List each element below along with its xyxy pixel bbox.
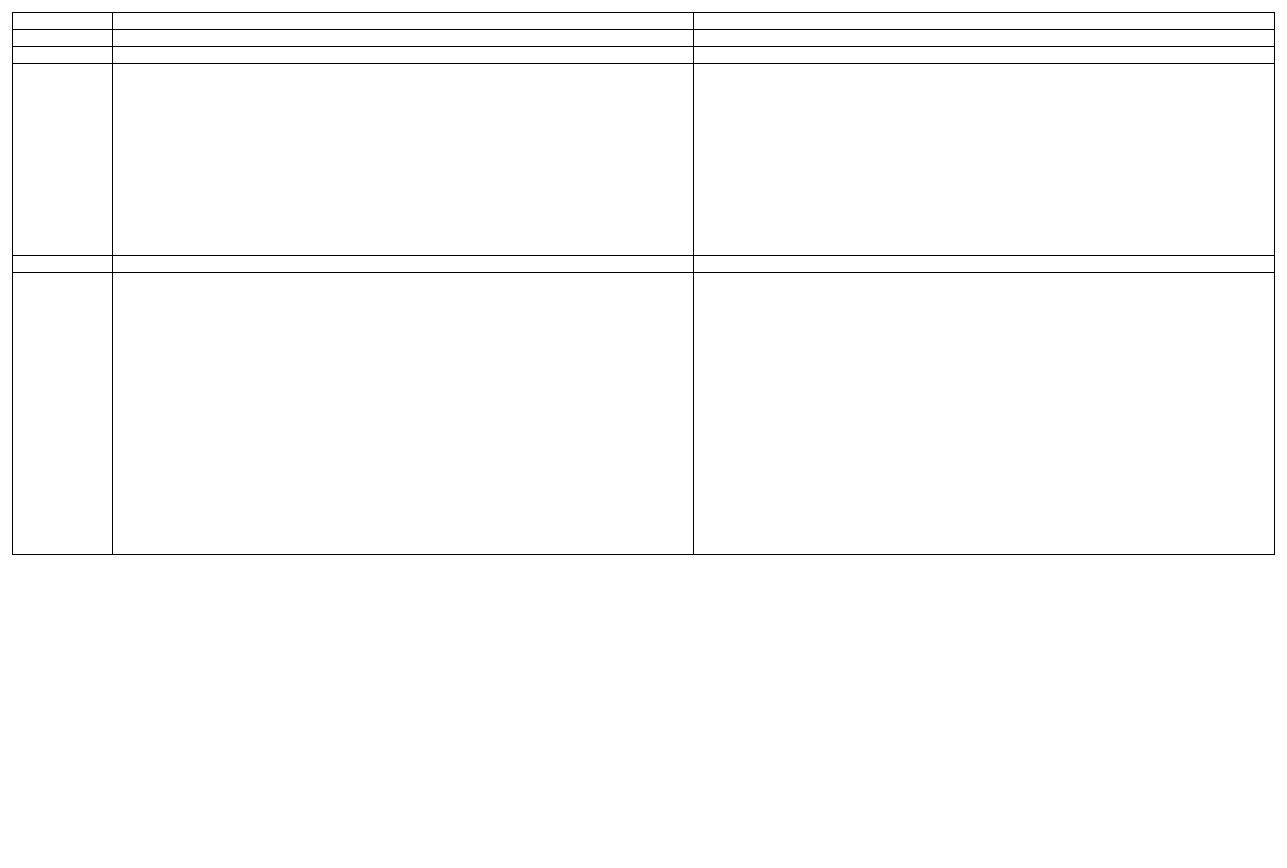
- model-shallow-row: [13, 64, 1275, 256]
- theorem-row: [13, 30, 1275, 47]
- row-label-model-shallow: [13, 64, 113, 256]
- mlp-formula-deep: [113, 256, 694, 273]
- mlp-shallow-diagram-cell: [113, 64, 694, 256]
- kan-shallow-diagram-cell: [694, 64, 1275, 256]
- formula-deep-row: [13, 256, 1275, 273]
- model-deep-row: [13, 273, 1275, 555]
- header-row: [13, 13, 1275, 30]
- row-label-formula-shallow: [13, 47, 113, 64]
- kan-shallow-svg: [704, 72, 1264, 247]
- row-label-formula-deep: [13, 256, 113, 273]
- kan-deep-svg: [704, 281, 1264, 546]
- col-header-kan: [694, 13, 1275, 30]
- mlp-deep-diagram-cell: [113, 273, 694, 555]
- col-header-mlp: [113, 13, 694, 30]
- kan-formula-shallow: [694, 47, 1275, 64]
- mlp-formula-shallow: [113, 47, 694, 64]
- mlp-theorem: [113, 30, 694, 47]
- row-label-model-deep: [13, 273, 113, 555]
- comparison-table: [12, 12, 1275, 555]
- formula-shallow-row: [13, 47, 1275, 64]
- kan-theorem: [694, 30, 1275, 47]
- kan-deep-diagram-cell: [694, 273, 1275, 555]
- row-label-model: [13, 13, 113, 30]
- mlp-deep-svg: [123, 281, 683, 546]
- kan-formula-deep: [694, 256, 1275, 273]
- row-label-theorem: [13, 30, 113, 47]
- mlp-shallow-svg: [123, 72, 683, 247]
